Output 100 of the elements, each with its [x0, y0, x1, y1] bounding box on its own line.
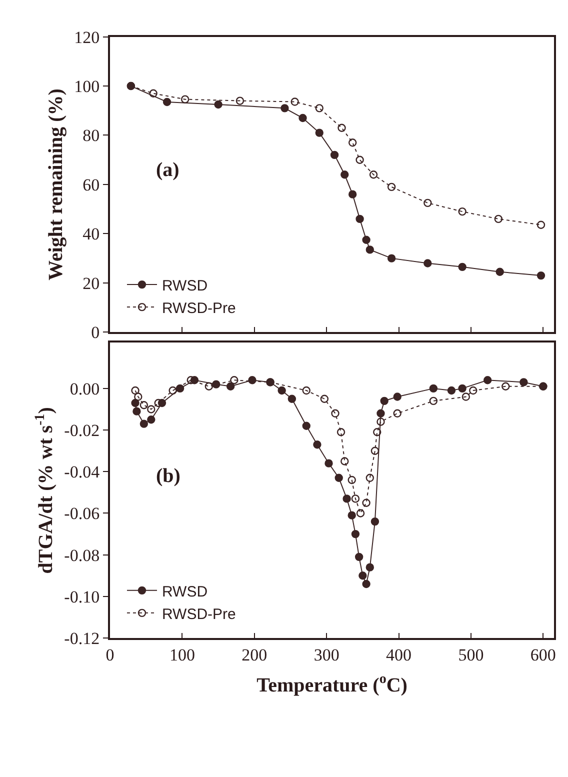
- point: [469, 386, 478, 395]
- point: [429, 384, 438, 393]
- point: [340, 457, 349, 466]
- y-tick-label: -0.02: [64, 421, 100, 440]
- point: [356, 509, 365, 518]
- y-tick-label: 120: [74, 28, 100, 47]
- point: [351, 494, 360, 503]
- point: [162, 98, 172, 106]
- point: [351, 530, 360, 538]
- point: [369, 170, 378, 179]
- point: [376, 409, 385, 418]
- point: [131, 398, 140, 408]
- point: [362, 498, 370, 507]
- legend-label: RWSD-Pre: [162, 606, 236, 623]
- point: [214, 100, 222, 109]
- point: [356, 214, 364, 224]
- annotation: (a): [156, 159, 180, 181]
- point: [298, 114, 307, 122]
- point: [330, 150, 339, 160]
- y-tick-label: 0: [91, 323, 100, 342]
- legend-label: RWSD-Pre: [162, 300, 236, 317]
- point: [140, 400, 148, 410]
- point: [147, 416, 156, 424]
- point: [290, 98, 299, 106]
- point: [348, 476, 356, 484]
- point: [226, 382, 235, 390]
- legend-label: RWSD: [162, 277, 208, 294]
- point: [336, 428, 346, 436]
- point: [380, 396, 388, 406]
- point: [278, 386, 286, 395]
- point: [387, 254, 396, 262]
- point: [340, 170, 349, 179]
- y-tick-label: 40: [82, 224, 100, 244]
- point: [370, 517, 380, 526]
- point: [424, 259, 432, 268]
- point: [320, 394, 329, 403]
- point: [313, 440, 322, 449]
- point: [132, 407, 141, 416]
- point: [149, 89, 158, 98]
- y-tick-label: 100: [74, 76, 100, 96]
- point: [373, 428, 382, 436]
- point: [458, 207, 466, 216]
- point: [348, 138, 357, 147]
- point: [204, 382, 214, 390]
- point: [348, 511, 356, 520]
- point: [362, 236, 370, 244]
- point: [230, 376, 238, 384]
- point: [362, 580, 370, 588]
- point: [458, 262, 466, 272]
- point: [302, 386, 310, 395]
- point: [354, 552, 364, 562]
- point: [176, 384, 184, 393]
- legend-label: RWSD: [162, 583, 208, 600]
- point: [424, 198, 432, 208]
- point: [370, 446, 380, 455]
- point: [212, 380, 220, 388]
- point: [342, 494, 351, 503]
- x-tick-label: 600: [530, 645, 556, 664]
- point: [288, 394, 296, 403]
- point: [315, 128, 324, 137]
- x-tick-label: 500: [458, 645, 484, 664]
- point: [180, 95, 190, 104]
- y-tick-label: -0.04: [64, 462, 100, 482]
- point: [280, 104, 289, 112]
- point: [236, 96, 244, 105]
- point: [147, 405, 156, 414]
- point: [356, 156, 364, 164]
- y-tick-label: -0.10: [64, 587, 100, 606]
- point: [496, 268, 504, 276]
- point: [393, 392, 402, 401]
- x-tick-label: 100: [169, 645, 195, 664]
- point: [334, 474, 343, 482]
- point: [429, 396, 438, 406]
- point: [324, 459, 333, 468]
- y-tick-label: -0.12: [64, 629, 100, 648]
- point: [131, 386, 140, 395]
- y-tick-label: 20: [82, 274, 100, 293]
- point: [248, 376, 256, 384]
- point: [366, 563, 374, 572]
- point: [140, 420, 148, 428]
- y-tick-label: 80: [82, 126, 100, 146]
- point: [134, 392, 142, 401]
- point: [168, 386, 177, 395]
- point: [536, 271, 546, 280]
- y-tick-label: -0.08: [64, 546, 100, 565]
- point: [520, 378, 528, 386]
- x-tick-label: 200: [242, 645, 268, 664]
- y-tick-label: 60: [82, 175, 100, 194]
- point: [302, 422, 310, 430]
- point: [536, 220, 546, 229]
- point: [338, 124, 346, 132]
- y-tick-label: 0.00: [70, 379, 100, 398]
- point: [502, 382, 510, 390]
- x-axis-title: Temperature ($^{o}$C): [256, 672, 408, 696]
- point: [458, 384, 466, 393]
- point: [366, 474, 374, 482]
- point: [483, 376, 492, 384]
- point: [376, 418, 385, 426]
- point: [462, 392, 470, 401]
- x-tick-label: 300: [314, 645, 340, 664]
